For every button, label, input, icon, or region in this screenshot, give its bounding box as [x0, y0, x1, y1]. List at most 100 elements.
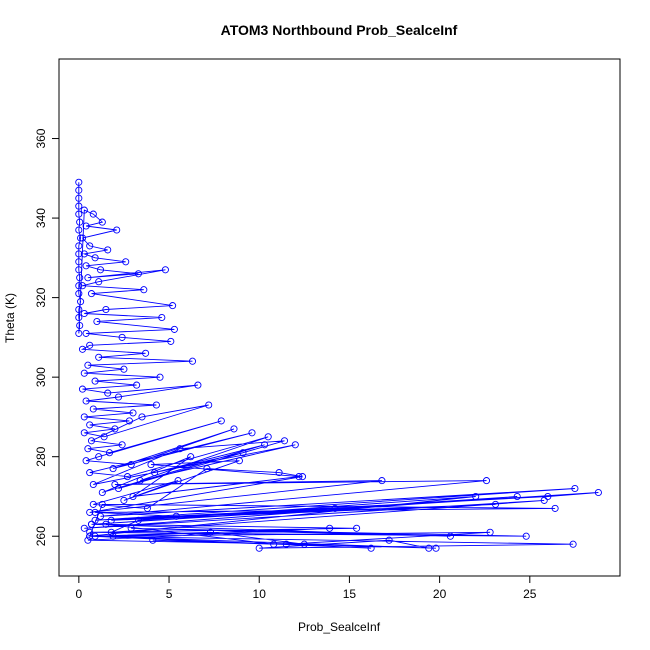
data-point — [95, 353, 103, 361]
data-point — [151, 469, 159, 477]
data-point — [540, 496, 548, 504]
data-point — [91, 254, 99, 262]
data-point — [331, 504, 339, 512]
y-tick-label: 260 — [34, 526, 48, 546]
data-point — [75, 178, 83, 186]
data-point — [82, 457, 90, 465]
data-point — [114, 484, 123, 493]
data-point — [138, 413, 146, 421]
series-line — [78, 182, 599, 549]
data-point — [134, 270, 142, 278]
data-point — [129, 492, 137, 501]
data-point — [93, 317, 101, 326]
data-point — [280, 437, 289, 445]
data-point — [129, 409, 137, 417]
data-point — [78, 345, 87, 353]
data-point — [82, 222, 90, 230]
data-point — [86, 528, 94, 536]
data-point — [174, 477, 182, 485]
data-point — [84, 445, 92, 453]
data-point — [248, 429, 256, 437]
data-point — [96, 266, 105, 274]
x-tick-label: 20 — [433, 587, 447, 601]
data-point — [187, 453, 195, 461]
data-point — [239, 449, 247, 457]
data-point — [143, 504, 151, 512]
data-point — [82, 329, 90, 337]
data-point — [102, 520, 110, 528]
data-point — [109, 465, 117, 473]
data-point — [78, 234, 87, 242]
data-point — [107, 516, 115, 524]
data-point — [75, 202, 83, 210]
data-point — [152, 401, 160, 409]
data-point — [270, 540, 278, 548]
data-point — [96, 512, 105, 520]
data-point — [89, 500, 97, 508]
data-point — [125, 417, 133, 425]
x-tick-label: 15 — [343, 587, 357, 601]
data-point — [169, 302, 177, 310]
data-point — [291, 441, 299, 449]
data-point — [100, 433, 108, 441]
data-point — [122, 258, 130, 266]
data-point — [75, 250, 83, 258]
data-point — [114, 393, 123, 401]
data-point — [120, 365, 128, 373]
data-point — [136, 477, 144, 485]
data-point — [80, 413, 88, 421]
data-point — [264, 433, 272, 441]
data-point — [91, 508, 99, 516]
data-point — [76, 218, 84, 226]
data-point — [75, 329, 83, 337]
data-point — [86, 508, 94, 516]
data-point — [367, 544, 375, 552]
data-point — [295, 473, 303, 481]
data-point — [156, 373, 164, 381]
data-point — [82, 397, 90, 405]
data-point — [98, 488, 106, 497]
data-point — [75, 305, 83, 314]
data-point — [118, 441, 126, 449]
data-point — [594, 488, 602, 497]
y-tick-label: 300 — [34, 367, 48, 387]
data-point — [75, 313, 83, 322]
data-point — [298, 473, 307, 481]
data-point — [569, 540, 577, 548]
data-point — [76, 274, 84, 282]
data-point — [513, 492, 521, 501]
y-axis-label: Theta (K) — [3, 293, 17, 343]
data-point — [75, 282, 83, 290]
data-point — [86, 421, 94, 429]
data-point — [78, 385, 87, 393]
data-point — [95, 453, 103, 461]
data-point — [91, 516, 99, 524]
data-point — [142, 349, 150, 357]
data-point — [76, 321, 84, 330]
data-point — [91, 532, 99, 540]
y-tick-label: 340 — [34, 208, 48, 228]
data-point — [167, 337, 175, 345]
data-point — [194, 381, 202, 389]
data-point — [486, 528, 494, 536]
data-point — [275, 469, 283, 477]
data-point — [161, 266, 169, 274]
data-point — [86, 242, 94, 250]
x-axis-label: Prob_SealceInf — [298, 620, 381, 634]
data-point — [80, 369, 88, 377]
data-point — [84, 361, 92, 369]
data-point — [75, 290, 83, 298]
y-tick-label: 360 — [34, 128, 48, 148]
data-point — [261, 441, 269, 449]
data-point — [84, 536, 92, 544]
data-point — [235, 457, 243, 465]
data-point — [425, 544, 433, 552]
data-point — [482, 477, 491, 485]
data-point — [77, 234, 85, 242]
data-point — [86, 532, 94, 540]
data-point — [80, 309, 88, 318]
data-point — [217, 417, 225, 425]
data-point — [522, 532, 530, 540]
data-point — [107, 528, 115, 536]
